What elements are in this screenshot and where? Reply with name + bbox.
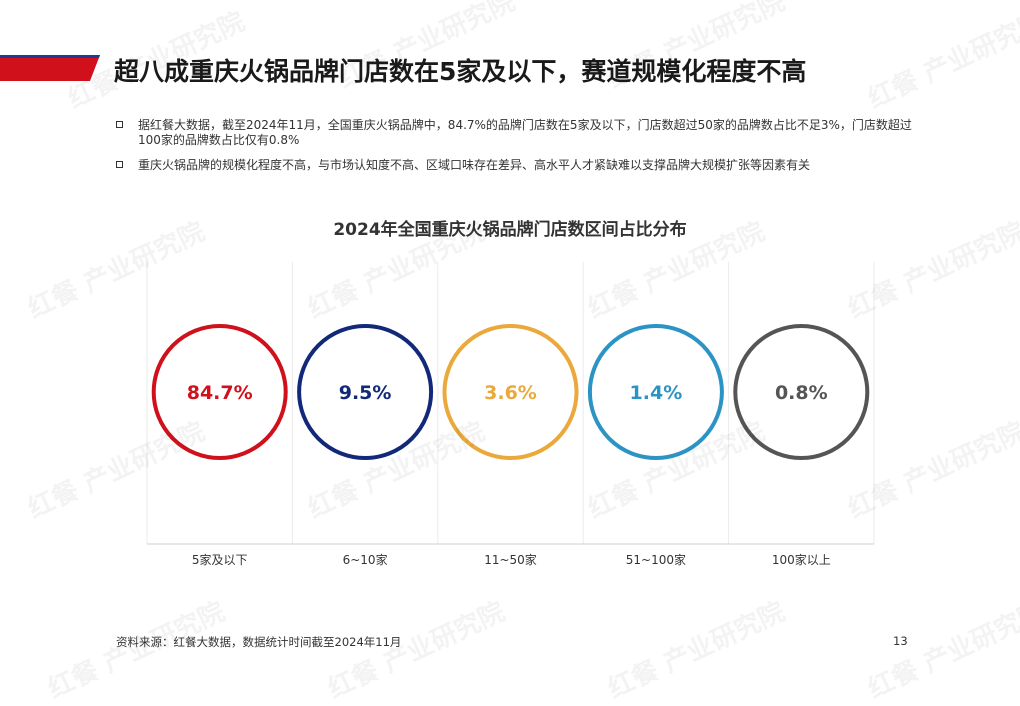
bubble-5 — [733, 324, 870, 460]
data-label-2: 9.5% — [339, 382, 392, 404]
bubble-1 — [151, 324, 288, 460]
bubble-4 — [587, 324, 724, 460]
square-bullet-icon — [116, 121, 123, 128]
store-count-distribution-chart: 84.7% 5家及以下 9.5% 6~10家 3.6% 11~50家 1.4% 51~100家… — [146, 262, 875, 567]
x-tick-label-5: 100家以上 — [772, 552, 831, 567]
x-tick-label-4: 51~100家 — [626, 552, 686, 567]
page-title: 超八成重庆火锅品牌门店数在5家及以下，赛道规模化程度不高 — [114, 57, 807, 86]
x-tick-label-3: 11~50家 — [484, 552, 537, 567]
data-label-3: 3.6% — [484, 382, 537, 404]
chart-title: 2024年全国重庆火锅品牌门店数区间占比分布 — [333, 220, 687, 240]
data-label-1: 84.7% — [187, 382, 253, 404]
data-label-5: 0.8% — [775, 382, 828, 404]
bullet-item-2: 重庆火锅品牌的规模化程度不高，与市场认知度不高、区域口味存在差异、高水平人才紧缺… — [116, 158, 916, 173]
bullet-text-2: 重庆火锅品牌的规模化程度不高，与市场认知度不高、区域口味存在差异、高水平人才紧缺… — [138, 158, 811, 172]
title-accent-bar — [0, 55, 100, 81]
x-tick-label-1: 5家及以下 — [192, 552, 248, 567]
x-tick-label-2: 6~10家 — [343, 552, 388, 567]
bullet-list: 据红餐大数据，截至2024年11月，全国重庆火锅品牌中，84.7%的品牌门店数在… — [116, 118, 916, 173]
page-number: 13 — [893, 634, 908, 648]
data-label-4: 1.4% — [630, 382, 683, 404]
bullet-text-1: 据红餐大数据，截至2024年11月，全国重庆火锅品牌中，84.7%的品牌门店数在… — [138, 118, 912, 147]
bubble-2 — [297, 324, 434, 460]
source-note: 资料来源：红餐大数据，数据统计时间截至2024年11月 — [116, 635, 402, 649]
square-bullet-icon — [116, 161, 123, 168]
bullet-item-1: 据红餐大数据，截至2024年11月，全国重庆火锅品牌中，84.7%的品牌门店数在… — [116, 118, 916, 148]
bubble-3 — [442, 324, 579, 460]
